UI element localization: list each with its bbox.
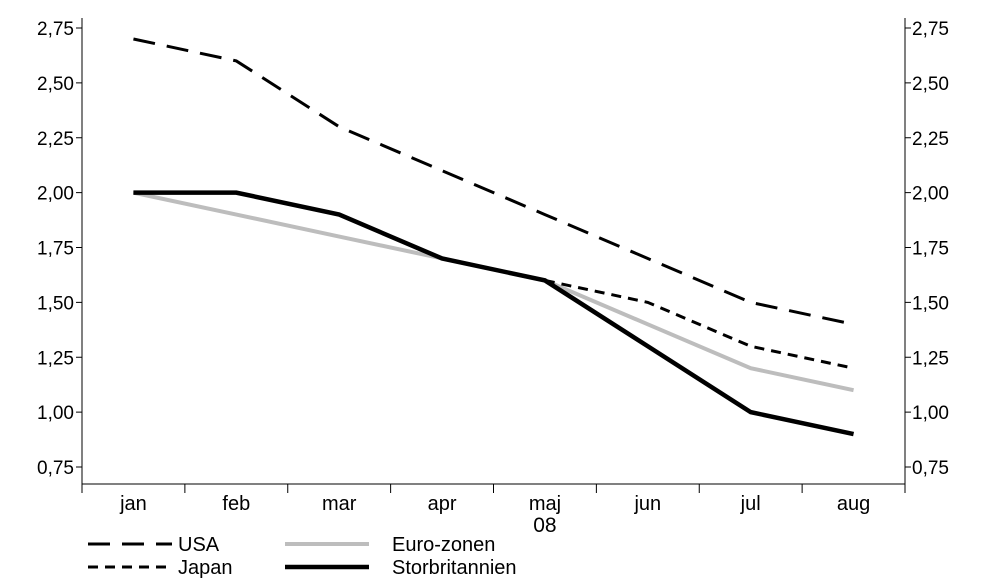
- legend: USA Euro-zonen Japan Storbritannien: [88, 534, 517, 579]
- right-y-tick-label: 1,00: [912, 403, 949, 424]
- right-y-tick-label: 1,25: [912, 348, 949, 369]
- x-tick-label: apr: [428, 493, 457, 515]
- legend-label-japan: Japan: [178, 557, 233, 579]
- legend-label-euro-zonen: Euro-zonen: [392, 534, 495, 556]
- right-y-tick-label: 2,25: [912, 129, 949, 150]
- legend-label-storbritannien: Storbritannien: [392, 557, 517, 579]
- x-tick-label: aug: [837, 493, 870, 515]
- left-y-tick-label: 2,50: [37, 74, 74, 95]
- right-y-tick-label: 2,50: [912, 74, 949, 95]
- x-tick-label: jul: [740, 493, 761, 515]
- x-tick-label: maj: [529, 493, 561, 515]
- right-y-tick-label: 2,75: [912, 19, 949, 40]
- right-y-tick-label: 1,75: [912, 239, 949, 260]
- series-layer: [133, 37, 855, 437]
- series-line-japan: [133, 191, 854, 370]
- left-y-tick-label: 1,25: [37, 348, 74, 369]
- series-line-usa: [133, 37, 854, 326]
- right-y-tick-label: 0,75: [912, 458, 949, 479]
- x-tick-label: jan: [119, 493, 147, 515]
- x-tick-label: mar: [322, 493, 357, 515]
- left-y-tick-label: 1,75: [37, 239, 74, 260]
- legend-label-usa: USA: [178, 534, 220, 556]
- axes: [81, 18, 906, 485]
- series-line-euro-zonen: [133, 190, 854, 393]
- left-y-tick-label: 1,00: [37, 403, 74, 424]
- left-y-tick-label: 0,75: [37, 458, 74, 479]
- series-line-storbritannien: [133, 190, 855, 437]
- left-y-tick-label: 2,75: [37, 19, 74, 40]
- right-y-tick-label: 2,00: [912, 184, 949, 205]
- x-axis-label: 08: [533, 514, 556, 537]
- left-y-tick-label: 1,50: [37, 293, 74, 314]
- x-tick-label: feb: [222, 493, 250, 515]
- x-tick-label: jun: [633, 493, 661, 515]
- left-y-tick-label: 2,25: [37, 129, 74, 150]
- ticks: 0,75 0,75 1,00 1,00 1,25 1,25 1,50 1,50 1,75 1,75…: [37, 19, 949, 515]
- right-y-tick-label: 1,50: [912, 293, 949, 314]
- left-y-tick-label: 2,00: [37, 184, 74, 205]
